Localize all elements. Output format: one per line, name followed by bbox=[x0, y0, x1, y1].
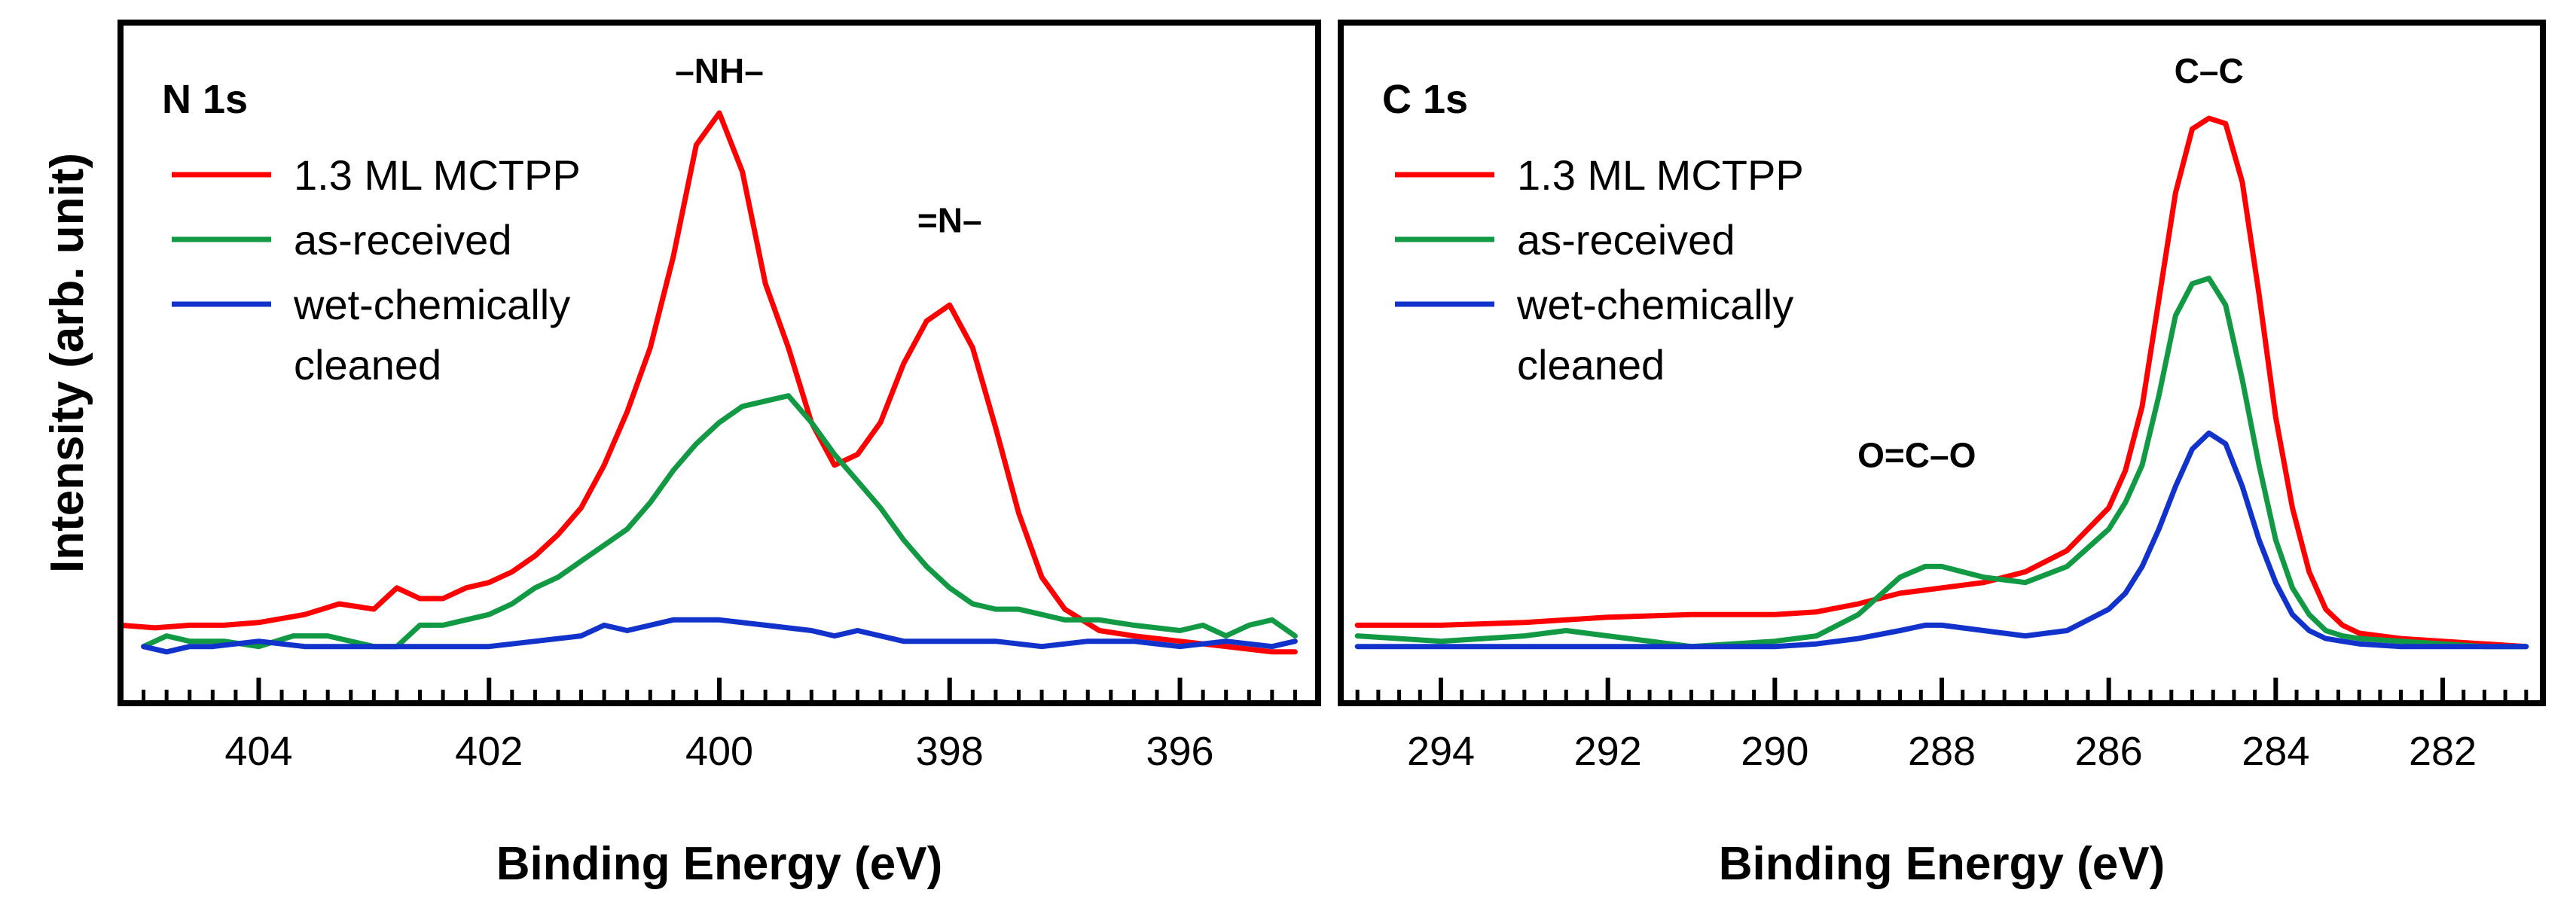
n1s-legend-label-1: as-received bbox=[294, 216, 511, 264]
c1s-x-tick-labels: 294 292 290 288 286 284 282 bbox=[1407, 729, 2477, 774]
c1s-series-wet-chemically-cleaned bbox=[1354, 430, 2529, 650]
c1s-plot-area bbox=[1354, 115, 2529, 650]
n1s-peak-annotation: =N– bbox=[917, 200, 982, 239]
n1s-peak-annotation: –NH– bbox=[675, 51, 764, 90]
c1s-series-as-received bbox=[1354, 276, 2529, 650]
n1s-legend-label-2: wet-chemically cleaned bbox=[293, 281, 570, 389]
n1s-tick-label: 400 bbox=[685, 729, 753, 774]
n1s-series-wet-chemically-cleaned bbox=[141, 617, 1298, 655]
c1s-x-ticks bbox=[1355, 678, 2529, 703]
c1s-tick-label: 294 bbox=[1407, 729, 1475, 774]
legend-label-line: wet-chemically bbox=[293, 281, 570, 328]
n1s-x-ticks bbox=[118, 678, 1320, 703]
c1s-tick-label: 286 bbox=[2075, 729, 2143, 774]
panel-c1s: 294 292 290 288 286 284 282 C–C O=C–O C 1s 1.3 … bbox=[1338, 20, 2546, 890]
n1s-tick-label: 402 bbox=[455, 729, 523, 774]
legend-label-line: cleaned bbox=[1517, 341, 1665, 389]
n1s-x-axis-title: Binding Energy (eV) bbox=[496, 838, 942, 890]
c1s-x-axis-title: Binding Energy (eV) bbox=[1719, 838, 2165, 890]
n1s-plot-area bbox=[118, 110, 1298, 655]
n1s-x-tick-labels: 404 402 400 398 396 bbox=[224, 729, 1213, 774]
c1s-legend-label-0: 1.3 ML MCTPP bbox=[1517, 151, 1804, 199]
c1s-peak-annotation: C–C bbox=[2175, 51, 2244, 90]
c1s-tick-label: 288 bbox=[1908, 729, 1976, 774]
n1s-annotations: –NH– =N– bbox=[675, 51, 981, 239]
c1s-tick-label: 292 bbox=[1574, 729, 1642, 774]
n1s-legend: 1.3 ML MCTPP as-received wet-chemically c… bbox=[172, 151, 581, 389]
legend-label-line: cleaned bbox=[294, 341, 441, 389]
c1s-annotations: C–C O=C–O bbox=[1857, 51, 2244, 474]
c1s-legend: 1.3 ML MCTPP as-received wet-chemically c… bbox=[1395, 151, 1804, 389]
n1s-tick-label: 396 bbox=[1146, 729, 1213, 774]
legend-label-line: wet-chemically bbox=[1516, 281, 1793, 328]
c1s-panel-title: C 1s bbox=[1382, 77, 1468, 122]
panel-n1s: 404 402 400 398 396 –NH– =N– N 1s 1.3 ML MCTP… bbox=[41, 20, 1321, 890]
c1s-tick-label: 282 bbox=[2409, 729, 2477, 774]
n1s-tick-label: 404 bbox=[224, 729, 292, 774]
c1s-peak-annotation: O=C–O bbox=[1857, 435, 1976, 474]
n1s-legend-label-0: 1.3 ML MCTPP bbox=[294, 151, 581, 199]
c1s-tick-label: 290 bbox=[1741, 729, 1808, 774]
c1s-tick-label: 284 bbox=[2242, 729, 2309, 774]
c1s-legend-label-1: as-received bbox=[1517, 216, 1735, 264]
c1s-series-1-3-ml-mctpp bbox=[1354, 115, 2529, 650]
y-axis-title: Intensity (arb. unit) bbox=[41, 153, 93, 573]
c1s-legend-label-2: wet-chemically cleaned bbox=[1516, 281, 1793, 389]
n1s-panel-title: N 1s bbox=[162, 77, 248, 122]
n1s-tick-label: 398 bbox=[916, 729, 984, 774]
n1s-series-1-3-ml-mctpp bbox=[118, 110, 1298, 655]
